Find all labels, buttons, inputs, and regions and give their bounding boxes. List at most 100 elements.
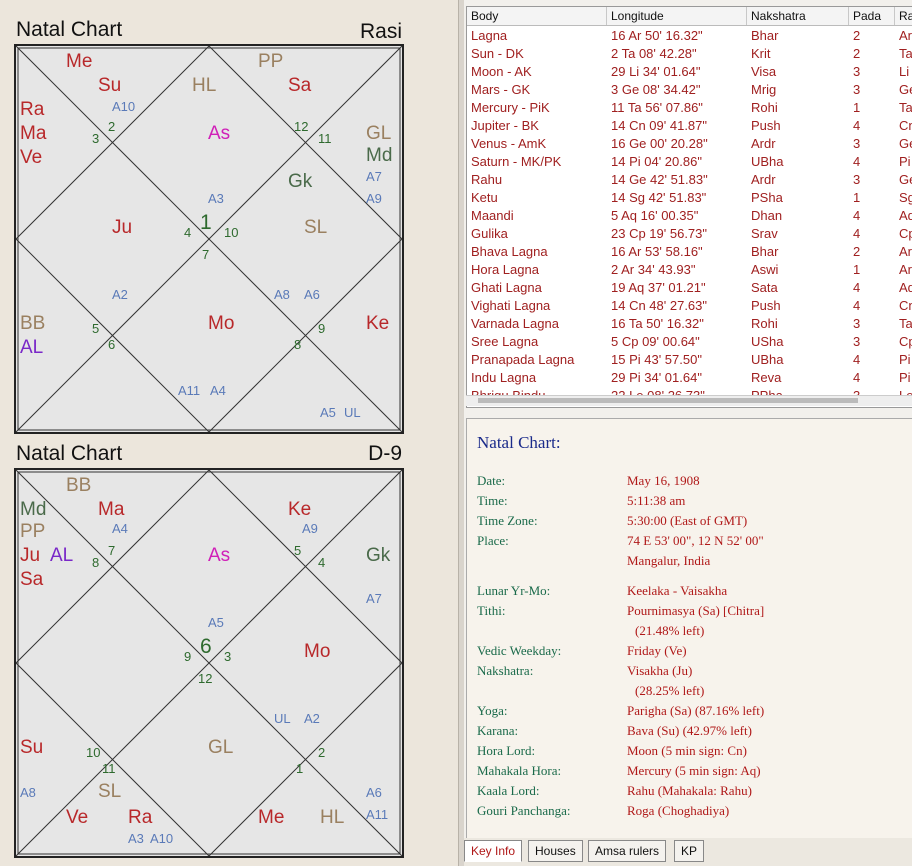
cell-nakshatra: Rohi: [751, 316, 778, 331]
arudha-label: A10: [112, 99, 136, 114]
cell-nakshatra: Bhar: [751, 244, 779, 259]
arudha-label: A6: [366, 785, 382, 800]
cell-nakshatra: UBha: [751, 154, 784, 169]
table-row[interactable]: Maandi 5 Aq 16' 00.35" Dhan 4 Aq: [467, 207, 912, 225]
info-value: Bava (Su) (42.97% left): [627, 723, 752, 738]
cell-longitude: 29 Li 34' 01.64": [611, 64, 701, 79]
lagna-house-number: 6: [200, 635, 212, 658]
column-header-body[interactable]: Body: [467, 7, 607, 25]
table-row[interactable]: Rahu 14 Ge 42' 51.83" Ardr 3 Ge: [467, 171, 912, 189]
table-row[interactable]: Venus - AmK 16 Ge 00' 20.28" Ardr 3 Ge: [467, 135, 912, 153]
table-row[interactable]: Varnada Lagna 16 Ta 50' 16.32" Rohi 3 Ta: [467, 315, 912, 333]
tab-houses[interactable]: Houses: [528, 840, 583, 862]
arudha-label: A4: [210, 383, 226, 398]
info-value: Visakha (Ju): [627, 663, 693, 678]
arudha-label: A5: [208, 615, 224, 630]
chart-lines: [16, 470, 402, 856]
cell-rasi: Ar: [899, 28, 912, 43]
cell-body: Jupiter - BK: [471, 118, 539, 133]
tab-amsa-rulers[interactable]: Amsa rulers: [588, 840, 667, 862]
house-number: 4: [184, 225, 192, 240]
cell-rasi: Ar: [899, 244, 912, 259]
navamsa-chart[interactable]: BB Md Ma PP Ju AL Sa As Ke Gk Mo Su GL S…: [14, 468, 404, 858]
planet-positions-table[interactable]: Body Longitude Nakshatra Pada Ra Lagna 16…: [466, 6, 912, 408]
column-header-rasi[interactable]: Ra: [895, 7, 912, 25]
cell-pada: 4: [853, 154, 861, 169]
cell-longitude: 14 Pi 04' 20.86": [611, 154, 702, 169]
cell-body: Venus - AmK: [471, 136, 547, 151]
house-number: 3: [224, 649, 232, 664]
house-number: 2: [108, 119, 116, 134]
planet-label: Ke: [288, 499, 312, 520]
info-value: May 16, 1908: [627, 473, 700, 488]
cell-nakshatra: Krit: [751, 46, 771, 61]
cell-rasi: Sg: [899, 190, 912, 205]
info-value: (28.25% left): [635, 683, 705, 698]
pane-splitter[interactable]: [458, 0, 465, 866]
info-key: Tithi:: [477, 603, 506, 618]
cell-longitude: 16 Ta 50' 16.32": [611, 316, 704, 331]
column-header-nakshatra[interactable]: Nakshatra: [747, 7, 849, 25]
table-row[interactable]: Mercury - PiK 11 Ta 56' 07.86" Rohi 1 Ta: [467, 99, 912, 117]
table-row[interactable]: Indu Lagna 29 Pi 34' 01.64" Reva 4 Pi: [467, 369, 912, 387]
cell-nakshatra: Rohi: [751, 100, 778, 115]
cell-nakshatra: Visa: [751, 64, 777, 79]
column-header-pada[interactable]: Pada: [849, 7, 895, 25]
info-value: Parigha (Sa) (87.16% left): [627, 703, 765, 718]
table-row[interactable]: Ghati Lagna 19 Aq 37' 01.21" Sata 4 Aq: [467, 279, 912, 297]
table-row[interactable]: Saturn - MK/PK 14 Pi 04' 20.86" UBha 4 Pi: [467, 153, 912, 171]
arudha-label: A11: [178, 383, 201, 398]
table-row[interactable]: Pranapada Lagna 15 Pi 43' 57.50" UBha 4 Pi: [467, 351, 912, 369]
table-row[interactable]: Lagna 16 Ar 50' 16.32" Bhar 2 Ar: [467, 27, 912, 45]
table-row[interactable]: Bhava Lagna 16 Ar 53' 58.16" Bhar 2 Ar: [467, 243, 912, 261]
tab-key-info[interactable]: Key Info: [464, 840, 523, 862]
cell-nakshatra: Push: [751, 118, 781, 133]
house-number: 5: [92, 321, 100, 336]
cell-body: Hora Lagna: [471, 262, 539, 277]
arudha-label: A2: [304, 711, 320, 726]
chart-kind-label: Rasi: [359, 20, 402, 43]
planet-label: GL: [366, 123, 392, 144]
table-row[interactable]: Sree Lagna 5 Cp 09' 00.64" USha 3 Cp: [467, 333, 912, 351]
table-row[interactable]: Jupiter - BK 14 Cn 09' 41.87" Push 4 Cn: [467, 117, 912, 135]
cell-rasi: Ta: [899, 316, 912, 331]
cell-nakshatra: PSha: [751, 190, 783, 205]
table-row[interactable]: Vighati Lagna 14 Cn 48' 27.63" Push 4 Cn: [467, 297, 912, 315]
table-row[interactable]: Hora Lagna 2 Ar 34' 43.93" Aswi 1 Ar: [467, 261, 912, 279]
info-value: (21.48% left): [635, 623, 705, 638]
scrollbar-thumb[interactable]: [478, 398, 858, 403]
cell-rasi: Pi: [899, 352, 911, 367]
planet-label: Ju: [112, 217, 133, 238]
cell-longitude: 14 Cn 09' 41.87": [611, 118, 708, 133]
column-header-longitude[interactable]: Longitude: [607, 7, 747, 25]
cell-pada: 3: [853, 334, 861, 349]
tab-kp[interactable]: KP: [674, 840, 705, 862]
cell-body: Sun - DK: [471, 46, 524, 61]
cell-nakshatra: Push: [751, 298, 781, 313]
table-row[interactable]: Mars - GK 3 Ge 08' 34.42" Mrig 3 Ge: [467, 81, 912, 99]
info-value: Pournimasya (Sa) [Chitra]: [627, 603, 765, 618]
cell-longitude: 15 Pi 43' 57.50": [611, 352, 702, 367]
rasi-chart[interactable]: Me Su Ra Ma Ve HL PP Sa As GL Md Gk Ju S…: [14, 44, 404, 434]
table-row[interactable]: Ketu 14 Sg 42' 51.83" PSha 1 Sg: [467, 189, 912, 207]
cell-longitude: 19 Aq 37' 01.21": [611, 280, 706, 295]
cell-pada: 1: [853, 100, 861, 115]
info-value: Mercury (5 min sign: Aq): [627, 763, 761, 778]
house-number: 7: [108, 543, 116, 558]
table-row[interactable]: Moon - AK 29 Li 34' 01.64" Visa 3 Li: [467, 63, 912, 81]
arudha-label: UL: [274, 711, 291, 726]
cell-longitude: 5 Cp 09' 00.64": [611, 334, 700, 349]
cell-body: Indu Lagna: [471, 370, 537, 385]
arudha-label: A3: [208, 191, 224, 206]
navamsa-chart-panel: Natal Chart D-9 BB Md Ma PP Ju AL Sa As …: [12, 436, 404, 862]
planet-label: Md: [366, 145, 393, 166]
arudha-label: A8: [274, 287, 290, 302]
house-number: 3: [92, 131, 100, 146]
table-row[interactable]: Sun - DK 2 Ta 08' 42.28" Krit 2 Ta: [467, 45, 912, 63]
info-value: 5:30:00 (East of GMT): [627, 513, 748, 528]
table-row[interactable]: Gulika 23 Cp 19' 56.73" Srav 4 Cp: [467, 225, 912, 243]
cell-longitude: 23 Cp 19' 56.73": [611, 226, 708, 241]
key-info-panel: Natal Chart: Date: May 16, 1908 Time: 5:11:…: [466, 418, 912, 840]
horizontal-scrollbar[interactable]: [466, 395, 912, 406]
arudha-label: UL: [344, 405, 361, 420]
